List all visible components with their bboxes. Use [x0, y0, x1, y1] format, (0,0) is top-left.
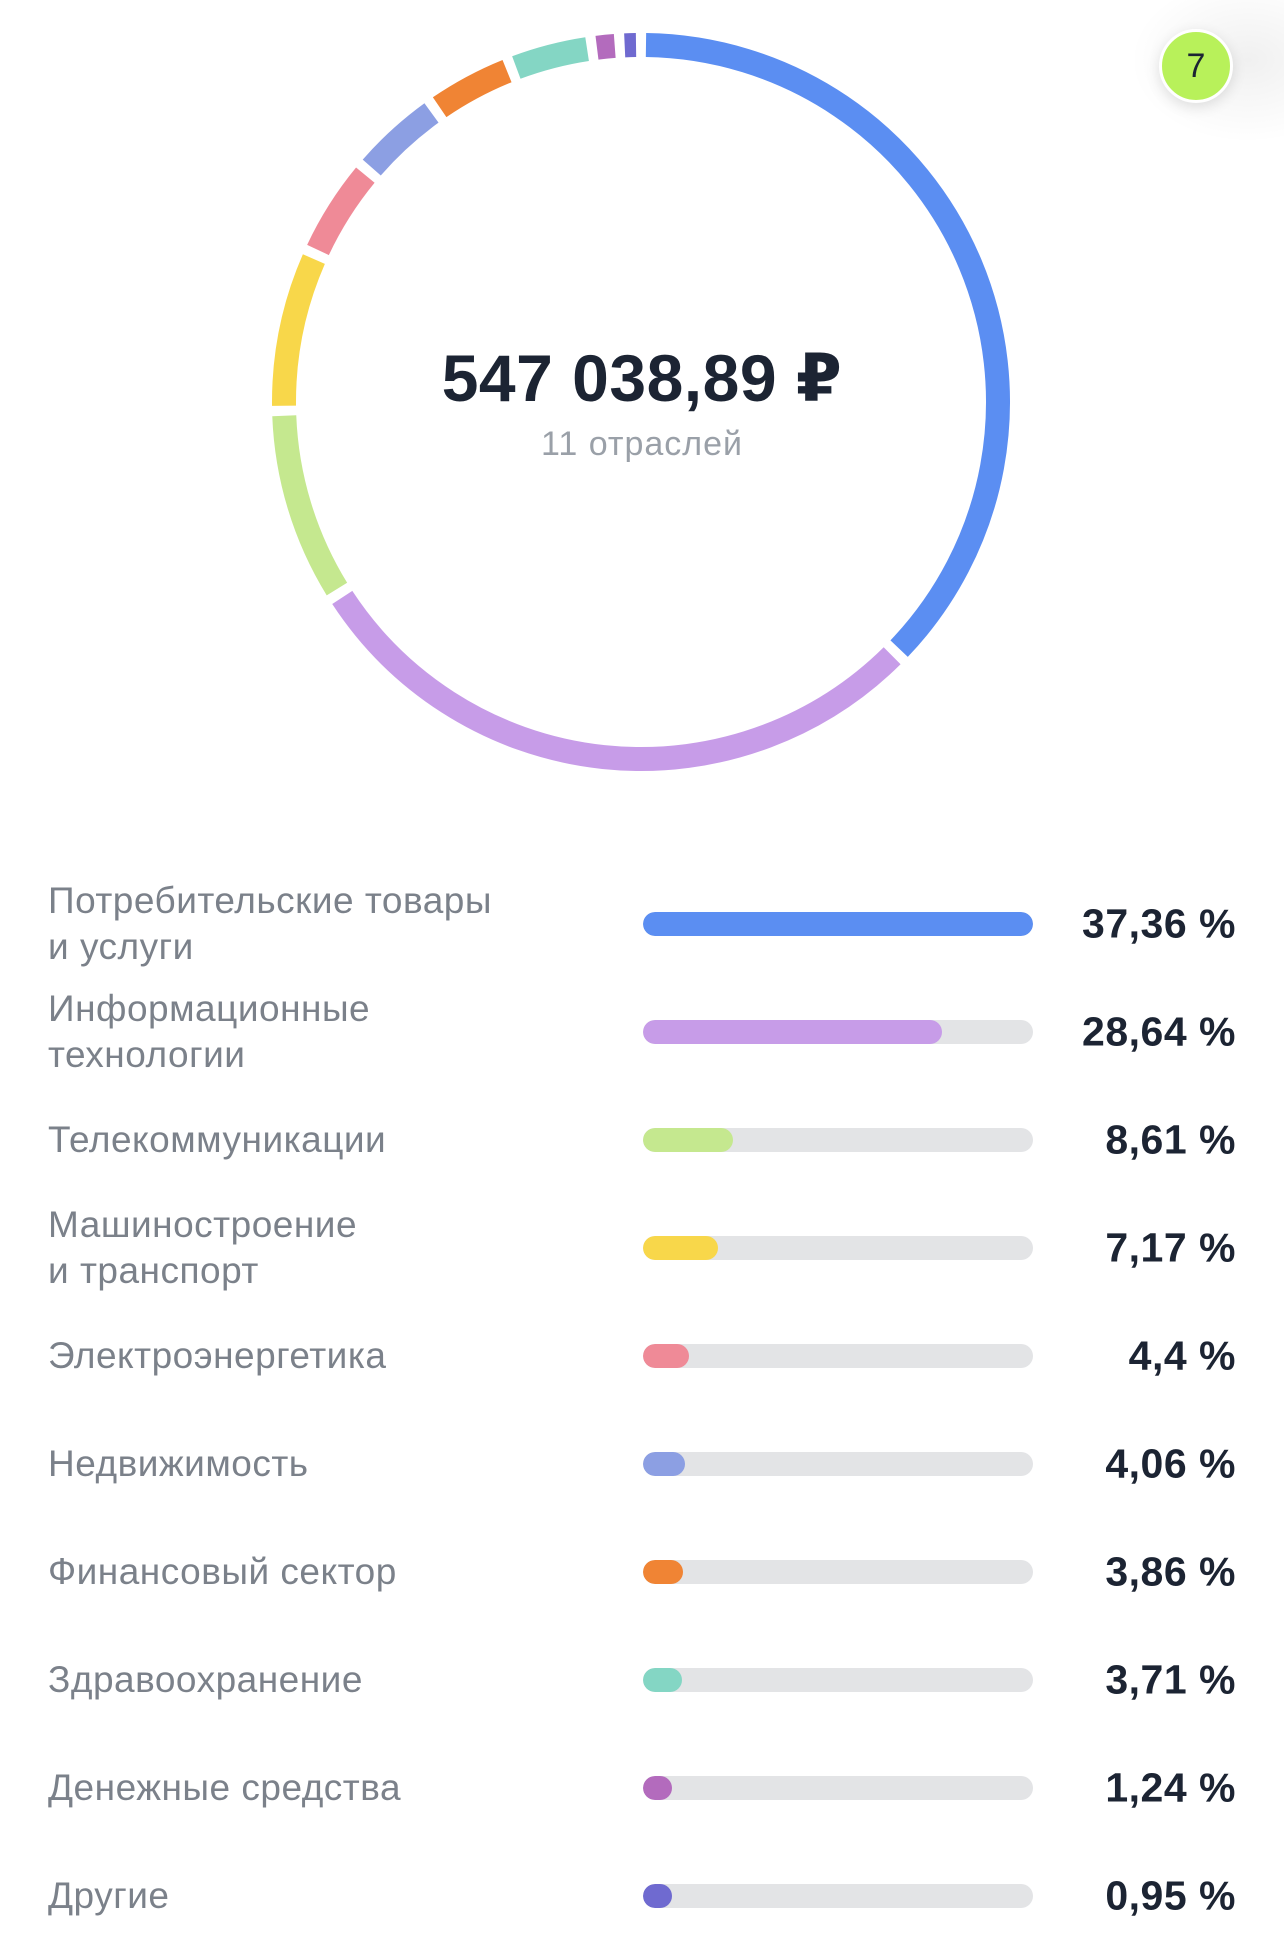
share-bar-fill: [643, 1668, 682, 1692]
share-percent: 7,17 %: [1105, 1225, 1236, 1272]
share-bar-track: [643, 1668, 1033, 1692]
share-bar-fill: [643, 1560, 683, 1584]
share-bar-fill: [643, 1128, 733, 1152]
sector-label: Здравоохранение: [48, 1657, 568, 1703]
share-bar-track: [643, 912, 1033, 936]
legend-row[interactable]: Другие 0,95 %: [0, 1842, 1284, 1950]
sector-label: Денежные средства: [48, 1765, 568, 1811]
share-percent: 3,71 %: [1105, 1657, 1236, 1704]
notification-badge[interactable]: 7: [1159, 29, 1233, 103]
share-bar-track: [643, 1128, 1033, 1152]
sector-label: Недвижимость: [48, 1441, 568, 1487]
sector-label: Телекоммуникации: [48, 1117, 568, 1163]
share-bar-fill: [643, 1776, 672, 1800]
share-bar-fill: [643, 1236, 718, 1260]
share-percent: 4,06 %: [1105, 1441, 1236, 1488]
legend-row[interactable]: Телекоммуникации 8,61 %: [0, 1086, 1284, 1194]
sector-label: Другие: [48, 1873, 568, 1919]
share-bar-fill: [643, 1452, 685, 1476]
sector-label: Финансовый сектор: [48, 1549, 568, 1595]
share-percent: 0,95 %: [1105, 1873, 1236, 1920]
share-percent: 37,36 %: [1082, 901, 1236, 948]
portfolio-total: 547 038,89 ₽: [0, 340, 1284, 417]
legend-row[interactable]: Электроэнергетика 4,4 %: [0, 1302, 1284, 1410]
share-percent: 4,4 %: [1129, 1333, 1236, 1380]
donut-segment-2: [342, 597, 892, 759]
share-bar-track: [643, 1560, 1033, 1584]
donut-chart: 547 038,89 ₽ 11 отраслей: [0, 0, 1284, 800]
donut-segment-9: [597, 46, 615, 48]
sector-label: Электроэнергетика: [48, 1333, 568, 1379]
legend-row[interactable]: Недвижимость 4,06 %: [0, 1410, 1284, 1518]
share-bar-track: [643, 1776, 1033, 1800]
share-bar-track: [643, 1884, 1033, 1908]
legend-row[interactable]: Денежные средства 1,24 %: [0, 1734, 1284, 1842]
share-bar-fill: [643, 1020, 942, 1044]
share-bar-fill: [643, 1344, 689, 1368]
donut-segment-6: [372, 113, 432, 168]
share-bar-track: [643, 1236, 1033, 1260]
donut-segment-5: [318, 175, 365, 250]
share-percent: 1,24 %: [1105, 1765, 1236, 1812]
share-percent: 28,64 %: [1082, 1009, 1236, 1056]
donut-segment-8: [516, 49, 587, 67]
share-bar-track: [643, 1452, 1033, 1476]
share-bar-track: [643, 1344, 1033, 1368]
legend-row[interactable]: Здравоохранение 3,71 %: [0, 1626, 1284, 1734]
share-bar-track: [643, 1020, 1033, 1044]
share-bar-fill: [643, 912, 1033, 936]
share-percent: 8,61 %: [1105, 1117, 1236, 1164]
donut-segment-7: [440, 71, 507, 107]
sector-count: 11 отраслей: [0, 425, 1284, 464]
share-bar-fill: [643, 1884, 672, 1908]
share-percent: 3,86 %: [1105, 1549, 1236, 1596]
legend-row[interactable]: Финансовый сектор 3,86 %: [0, 1518, 1284, 1626]
